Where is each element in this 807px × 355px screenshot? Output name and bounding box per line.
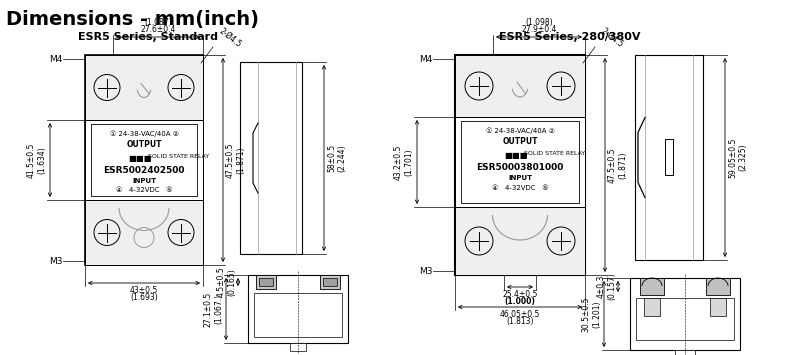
Bar bbox=[290, 343, 306, 351]
Text: 46.05±0.5: 46.05±0.5 bbox=[500, 310, 540, 319]
Text: ① 24-38-VAC/40A ②: ① 24-38-VAC/40A ② bbox=[486, 127, 554, 133]
Text: M4: M4 bbox=[420, 55, 433, 64]
Bar bbox=[248, 275, 348, 343]
Text: 30.5±0.5
(1.201): 30.5±0.5 (1.201) bbox=[582, 296, 601, 332]
Bar bbox=[635, 55, 703, 260]
Text: 27.1±0.5
(1.067.): 27.1±0.5 (1.067.) bbox=[203, 291, 223, 327]
Text: 41.5±0.5
(1.634): 41.5±0.5 (1.634) bbox=[27, 142, 46, 178]
Text: (1.813): (1.813) bbox=[506, 317, 533, 326]
Text: SOLID STATE RELAY: SOLID STATE RELAY bbox=[524, 151, 585, 156]
Text: ■■■: ■■■ bbox=[128, 154, 152, 163]
Bar bbox=[259, 278, 273, 286]
Text: 2-Ø4.5: 2-Ø4.5 bbox=[217, 26, 243, 49]
Text: (1.000): (1.000) bbox=[504, 297, 535, 306]
Text: 4±0.3
(0.157): 4±0.3 (0.157) bbox=[596, 272, 616, 300]
Text: ■■■: ■■■ bbox=[504, 151, 528, 160]
Bar bbox=[644, 298, 660, 316]
Bar bbox=[710, 298, 726, 316]
Text: 43±0.5: 43±0.5 bbox=[130, 286, 158, 295]
Text: 58±0.5
(2.244): 58±0.5 (2.244) bbox=[327, 144, 346, 172]
Bar bbox=[240, 62, 302, 254]
Text: 47.5±0.5
(1.871): 47.5±0.5 (1.871) bbox=[226, 142, 245, 178]
Text: 2-Ø4.5: 2-Ø4.5 bbox=[599, 26, 625, 49]
Bar bbox=[455, 207, 585, 275]
Text: M3: M3 bbox=[49, 257, 63, 266]
Bar bbox=[323, 278, 337, 286]
Text: (1.087): (1.087) bbox=[144, 18, 172, 27]
Text: (1.098): (1.098) bbox=[525, 18, 553, 27]
Bar bbox=[85, 55, 203, 120]
Text: 4.5±0.5
(0.165): 4.5±0.5 (0.165) bbox=[216, 267, 236, 297]
Text: 47.5±0.5
(1.871): 47.5±0.5 (1.871) bbox=[608, 147, 627, 183]
Bar bbox=[665, 139, 673, 175]
Bar bbox=[91, 124, 197, 196]
Text: ESR50003801000: ESR50003801000 bbox=[476, 163, 563, 172]
Text: 27.6±0.4: 27.6±0.4 bbox=[140, 25, 176, 34]
Text: M3: M3 bbox=[420, 267, 433, 275]
Bar bbox=[256, 275, 276, 289]
Bar bbox=[461, 121, 579, 203]
Bar bbox=[320, 275, 340, 289]
Bar bbox=[706, 278, 730, 295]
Bar bbox=[254, 293, 342, 337]
Bar bbox=[85, 200, 203, 265]
Bar bbox=[85, 120, 203, 200]
Text: OUTPUT: OUTPUT bbox=[502, 137, 537, 146]
Text: M4: M4 bbox=[49, 55, 63, 64]
Text: ① 24-38-VAC/40A ②: ① 24-38-VAC/40A ② bbox=[110, 130, 178, 137]
Bar bbox=[630, 278, 740, 350]
Text: ④   4-32VDC   ⑤: ④ 4-32VDC ⑤ bbox=[115, 187, 172, 193]
Text: 25.4±0.5: 25.4±0.5 bbox=[502, 290, 537, 299]
Text: ESR5 Series, 280/380V: ESR5 Series, 280/380V bbox=[500, 32, 641, 42]
Text: SOLID STATE RELAY: SOLID STATE RELAY bbox=[148, 154, 209, 159]
Bar bbox=[455, 55, 585, 275]
Bar bbox=[85, 55, 203, 265]
Text: (1.693): (1.693) bbox=[130, 293, 158, 302]
Bar bbox=[636, 298, 734, 340]
Bar bbox=[640, 278, 664, 295]
Text: OUTPUT: OUTPUT bbox=[126, 140, 161, 149]
Text: ESR5002402500: ESR5002402500 bbox=[103, 166, 185, 175]
Text: ESR5 Series, Standard: ESR5 Series, Standard bbox=[78, 32, 218, 42]
Text: INPUT: INPUT bbox=[508, 175, 532, 181]
Text: 43.2±0.5
(1.701): 43.2±0.5 (1.701) bbox=[394, 144, 413, 180]
Bar bbox=[455, 117, 585, 207]
Bar bbox=[675, 350, 695, 355]
Text: Dimensions - mm(inch): Dimensions - mm(inch) bbox=[6, 10, 259, 29]
Text: ④   4-32VDC   ⑤: ④ 4-32VDC ⑤ bbox=[491, 185, 548, 191]
Text: 27.9±0.4: 27.9±0.4 bbox=[521, 25, 557, 34]
Text: INPUT: INPUT bbox=[132, 178, 156, 184]
Text: 59.05±0.5
(2.325): 59.05±0.5 (2.325) bbox=[728, 137, 747, 178]
Bar bbox=[455, 55, 585, 117]
